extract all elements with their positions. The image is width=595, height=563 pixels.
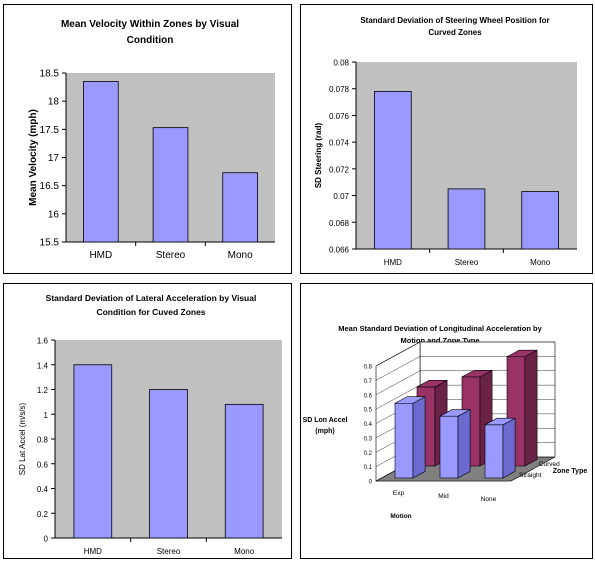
- steering-bar-hmd: [374, 90, 412, 250]
- lat-accel-y-tick-label: 0.2: [37, 510, 49, 519]
- chart-panel-sd-steering: Standard Deviation of Steering Wheel Pos…: [300, 4, 593, 274]
- steering-y-axis-label: SD Steering (rad): [314, 122, 323, 188]
- steering-y-tick-label: 0.066: [329, 246, 350, 255]
- lon-accel-series-label: Straight: [519, 472, 542, 479]
- velocity-y-tick-label: 18: [48, 97, 60, 108]
- lon-accel-col-straight-mid-side: [457, 409, 471, 479]
- lon-accel-col-straight-none-top: [484, 417, 516, 426]
- lat-accel-y-tick-label: 1: [44, 411, 49, 420]
- steering-x-tick-label: HMD: [384, 258, 402, 267]
- steering-y-tick-label: 0.076: [329, 112, 350, 121]
- lat-accel-y-tick-label: 0.4: [37, 485, 49, 494]
- lat-accel-x-tick-label: Stereo: [157, 547, 181, 556]
- velocity-x-tick-label: HMD: [89, 250, 112, 261]
- chart-panel-sd-lon-accel-3d: Mean Standard Deviation of Longitudinal …: [300, 283, 593, 559]
- velocity-bar-stereo: [152, 127, 189, 243]
- lon-accel-x-tick-label: Mid: [438, 493, 449, 500]
- steering-y-tick-label: 0.068: [329, 219, 350, 228]
- lat-accel-bar-mono: [224, 403, 264, 539]
- lat-accel-y-tick-label: 1.2: [37, 386, 49, 395]
- sd-lon-accel-3d-chart: Mean Standard Deviation of Longitudinal …: [303, 324, 588, 520]
- chart-panel-sd-lat-accel: Standard Deviation of Lateral Accelerati…: [3, 283, 292, 559]
- lon-accel-series-label: Curved: [539, 461, 560, 468]
- lon-accel-col-straight-mid-top: [439, 409, 471, 417]
- lon-accel-col-curved-none-top: [506, 349, 538, 358]
- lat-accel-title-line: Condition for Cuved Zones: [96, 307, 205, 317]
- lat-accel-y-tick-label: 1.4: [37, 361, 49, 370]
- lat-accel-y-axis-label: SD Lat Accel (m/s/s): [18, 402, 27, 475]
- lon-accel-col-straight-none-side: [502, 417, 516, 479]
- lon-accel-col-curved-none-side: [524, 349, 538, 467]
- steering-title-line: Curved Zones: [428, 28, 482, 37]
- lon-accel-col-straight-none-front: [484, 424, 504, 479]
- lat-accel-bar-hmd: [73, 364, 113, 539]
- lon-accel-y-tick-label: 0.1: [364, 465, 373, 471]
- steering-y-tick-label: 0.08: [333, 59, 349, 68]
- lon-accel-col-straight-exp-top: [394, 396, 426, 404]
- steering-x-tick-label: Mono: [530, 258, 551, 267]
- lon-accel-y-tick-label: 0.4: [364, 422, 373, 428]
- lon-accel-y-axis-label: SD Lon Accel: [303, 417, 348, 424]
- lon-accel-title-line: Motion and Zone Type: [400, 336, 479, 345]
- lat-accel-y-tick-label: 1.6: [37, 337, 49, 346]
- lon-accel-y-tick-label: 0.7: [364, 379, 373, 385]
- velocity-y-tick-label: 17: [48, 153, 60, 164]
- sd-steering-chart: Standard Deviation of Steering Wheel Pos…: [314, 16, 577, 267]
- lon-accel-col-straight-mid-front: [439, 415, 459, 479]
- steering-bar-stereo: [447, 188, 486, 250]
- lon-accel-col-curved-exp-top: [416, 380, 448, 388]
- velocity-y-axis-label: Mean Velocity (mph): [28, 109, 39, 206]
- velocity-y-tick-label: 16: [48, 209, 60, 220]
- lon-accel-y-tick-label: 0.5: [364, 408, 373, 414]
- lon-accel-z-axis-label: Zone Type: [553, 468, 588, 475]
- velocity-title-line: Condition: [127, 35, 174, 46]
- steering-y-tick-label: 0.072: [329, 165, 350, 174]
- lat-accel-y-tick-label: 0.6: [37, 460, 49, 469]
- lon-accel-y-axis-label: (mph): [315, 428, 334, 435]
- lon-accel-gridline: [375, 341, 555, 367]
- lon-accel-y-tick-label: 0.3: [364, 436, 373, 442]
- velocity-bar-mono: [222, 172, 258, 243]
- lat-accel-title-line: Standard Deviation of Lateral Accelerati…: [46, 293, 257, 303]
- lat-accel-y-tick-label: 0.8: [37, 436, 49, 445]
- steering-bar-mono: [521, 191, 559, 250]
- velocity-bar-hmd: [83, 81, 119, 243]
- velocity-y-tick-label: 16.5: [40, 181, 60, 192]
- lat-accel-bar-stereo: [149, 389, 188, 539]
- velocity-title-line: Mean Velocity Within Zones by Visual: [61, 19, 239, 30]
- lat-accel-y-tick-label: 0: [44, 535, 49, 544]
- lon-accel-col-straight-exp-side: [412, 396, 426, 479]
- velocity-x-tick-label: Mono: [228, 250, 253, 261]
- lat-accel-x-tick-label: Mono: [234, 547, 255, 556]
- lon-accel-x-axis-label: Motion: [390, 513, 411, 520]
- steering-y-tick-label: 0.078: [329, 85, 350, 94]
- velocity-y-tick-label: 15.5: [40, 238, 60, 249]
- lon-accel-y-tick-label: 0: [369, 480, 373, 486]
- lon-accel-y-tick-label: 0.8: [364, 365, 373, 371]
- steering-title-line: Standard Deviation of Steering Wheel Pos…: [360, 16, 549, 25]
- velocity-y-tick-label: 17.5: [40, 125, 60, 136]
- lon-accel-x-tick-label: Exp: [393, 490, 405, 497]
- lon-accel-y-tick-label: 0.6: [364, 393, 373, 399]
- lat-accel-x-tick-label: HMD: [84, 547, 102, 556]
- velocity-y-tick-label: 18.5: [40, 69, 60, 80]
- lon-accel-x-tick-label: None: [481, 496, 497, 503]
- sd-lat-accel-chart: Standard Deviation of Lateral Accelerati…: [18, 293, 282, 556]
- steering-x-tick-label: Stereo: [455, 258, 479, 267]
- steering-y-tick-label: 0.074: [329, 139, 350, 148]
- velocity-x-tick-label: Stereo: [156, 250, 186, 261]
- chart-panel-mean-velocity: Mean Velocity Within Zones by Visual Cond…: [3, 4, 292, 274]
- lon-accel-col-curved-mid-top: [461, 369, 493, 378]
- lon-accel-y-tick-label: 0.2: [364, 451, 373, 457]
- mean-velocity-chart: Mean Velocity Within Zones by Visual Cond…: [28, 19, 275, 261]
- lon-accel-title-line: Mean Standard Deviation of Longitudinal …: [338, 324, 542, 333]
- steering-y-tick-label: 0.07: [333, 192, 349, 201]
- lon-accel-col-straight-exp-front: [394, 402, 414, 479]
